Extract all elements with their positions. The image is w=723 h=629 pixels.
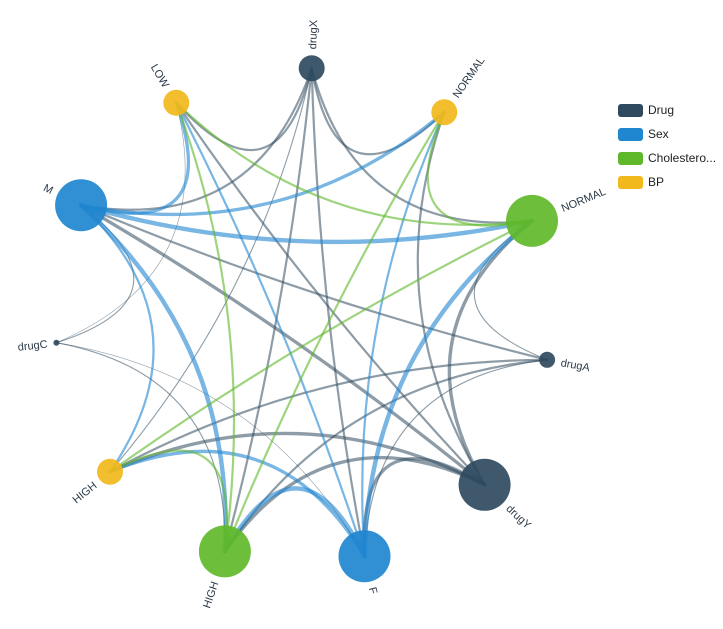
link-F-bp_low[interactable] bbox=[175, 101, 366, 558]
legend-label-sex: Sex bbox=[648, 127, 669, 141]
link-chol_high-bp_normal[interactable] bbox=[223, 111, 446, 553]
link-drugX-M[interactable] bbox=[80, 67, 313, 211]
link-drugX-bp_high[interactable] bbox=[109, 67, 313, 473]
legend-label-bp: BP bbox=[648, 175, 665, 189]
legend-label-cholesterol: Cholestero... bbox=[648, 151, 717, 165]
legend-swatch-drug bbox=[618, 103, 643, 117]
legend-swatch-sex bbox=[618, 127, 643, 141]
links-layer bbox=[55, 67, 549, 559]
node-bp_normal[interactable] bbox=[431, 99, 458, 126]
link-F-bp_normal[interactable] bbox=[361, 111, 446, 558]
node-bp_high[interactable] bbox=[97, 458, 123, 485]
link-drugX-chol_normal[interactable] bbox=[310, 67, 534, 224]
nodes-layer bbox=[53, 55, 558, 583]
node-label-drugC: drugC bbox=[17, 339, 48, 354]
link-M-bp_high[interactable] bbox=[80, 204, 155, 473]
legend-item-drug[interactable]: Drug bbox=[618, 98, 716, 122]
node-drugY[interactable] bbox=[458, 458, 511, 511]
link-drugA-bp_high[interactable] bbox=[108, 358, 549, 473]
node-label-bp_normal: NORMAL bbox=[451, 55, 488, 101]
node-label-F: F bbox=[366, 586, 379, 596]
link-F-bp_high[interactable] bbox=[108, 449, 367, 558]
node-label-bp_low: LOW bbox=[148, 62, 171, 90]
link-F-chol_high[interactable] bbox=[222, 486, 367, 559]
node-drugA[interactable] bbox=[539, 351, 556, 368]
link-chol_normal-bp_low[interactable] bbox=[175, 101, 534, 226]
link-drugY-bp_low[interactable] bbox=[175, 101, 486, 486]
link-M-chol_normal[interactable] bbox=[78, 203, 535, 245]
link-M-bp_normal[interactable] bbox=[79, 110, 446, 217]
link-drugX-bp_normal[interactable] bbox=[310, 67, 446, 156]
legend-label-drug: Drug bbox=[648, 103, 675, 117]
link-drugY-M[interactable] bbox=[79, 203, 487, 487]
link-drugA-F[interactable] bbox=[363, 359, 548, 557]
legend: Drug Sex Cholestero... BP bbox=[618, 98, 716, 194]
node-chol_high[interactable] bbox=[198, 525, 251, 578]
node-label-bp_high: HIGH bbox=[71, 480, 100, 507]
link-chol_normal-bp_normal[interactable] bbox=[426, 111, 534, 227]
node-chol_normal[interactable] bbox=[506, 194, 558, 247]
node-label-drugY: drugY bbox=[503, 503, 533, 532]
node-label-M: M bbox=[41, 182, 55, 197]
link-drugY-chol_normal[interactable] bbox=[447, 219, 534, 487]
node-label-chol_high: HIGH bbox=[201, 580, 221, 610]
node-F[interactable] bbox=[338, 530, 391, 583]
link-M-chol_high[interactable] bbox=[78, 203, 228, 554]
link-drugX-bp_low[interactable] bbox=[175, 67, 313, 152]
node-M[interactable] bbox=[55, 179, 108, 232]
link-chol_high-bp_high[interactable] bbox=[108, 449, 228, 553]
link-drugA-M[interactable] bbox=[80, 204, 549, 361]
node-label-drugX: drugX bbox=[307, 19, 320, 49]
link-drugX-chol_high[interactable] bbox=[223, 67, 313, 553]
node-bp_low[interactable] bbox=[163, 89, 190, 116]
node-drugX[interactable] bbox=[298, 55, 325, 82]
link-drugC-chol_high[interactable] bbox=[55, 342, 226, 552]
link-drugA-chol_high[interactable] bbox=[223, 358, 549, 553]
legend-swatch-cholesterol bbox=[618, 151, 643, 165]
legend-item-bp[interactable]: BP bbox=[618, 170, 716, 194]
link-drugY-chol_high[interactable] bbox=[223, 455, 487, 554]
legend-item-cholesterol[interactable]: Cholestero... bbox=[618, 146, 716, 170]
link-F-chol_normal[interactable] bbox=[362, 218, 535, 559]
node-label-drugA: drugA bbox=[560, 357, 592, 374]
link-chol_high-bp_low[interactable] bbox=[175, 101, 236, 553]
node-label-chol_normal: NORMAL bbox=[560, 186, 608, 215]
node-drugC[interactable] bbox=[53, 339, 60, 346]
link-drugX-F[interactable] bbox=[310, 67, 366, 558]
link-drugC-bp_low[interactable] bbox=[56, 102, 186, 343]
legend-item-sex[interactable]: Sex bbox=[618, 122, 716, 146]
link-chol_normal-bp_high[interactable] bbox=[108, 219, 534, 473]
legend-swatch-bp bbox=[618, 175, 643, 189]
